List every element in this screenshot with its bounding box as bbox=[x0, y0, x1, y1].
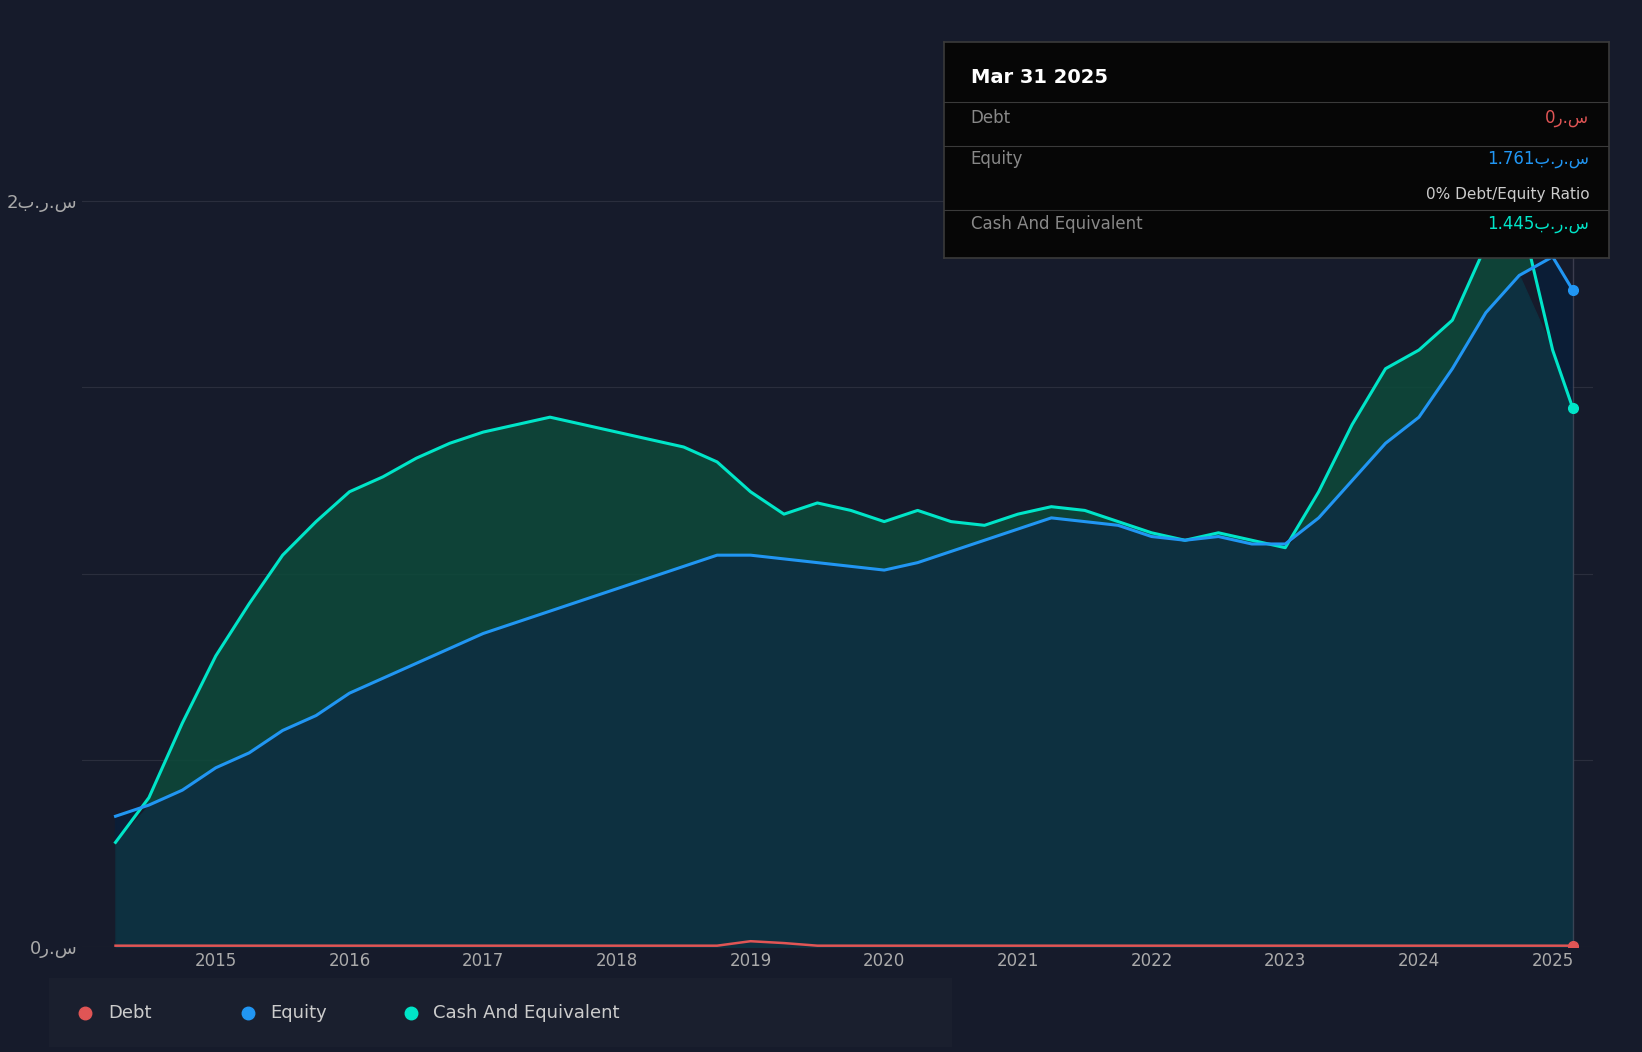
Text: Cash And Equivalent: Cash And Equivalent bbox=[433, 1004, 619, 1021]
Text: Debt: Debt bbox=[108, 1004, 151, 1021]
Text: 1.445ب.ر.س: 1.445ب.ر.س bbox=[1488, 215, 1589, 232]
Text: Cash And Equivalent: Cash And Equivalent bbox=[970, 215, 1143, 232]
Text: Equity: Equity bbox=[970, 150, 1023, 168]
Text: Equity: Equity bbox=[271, 1004, 327, 1021]
Text: Debt: Debt bbox=[970, 109, 1011, 127]
Text: 0ر.س: 0ر.س bbox=[1545, 109, 1589, 127]
Text: Mar 31 2025: Mar 31 2025 bbox=[970, 68, 1108, 87]
Text: 0% Debt/Equity Ratio: 0% Debt/Equity Ratio bbox=[1425, 186, 1589, 202]
Text: 1.761ب.ر.س: 1.761ب.ر.س bbox=[1488, 150, 1589, 168]
